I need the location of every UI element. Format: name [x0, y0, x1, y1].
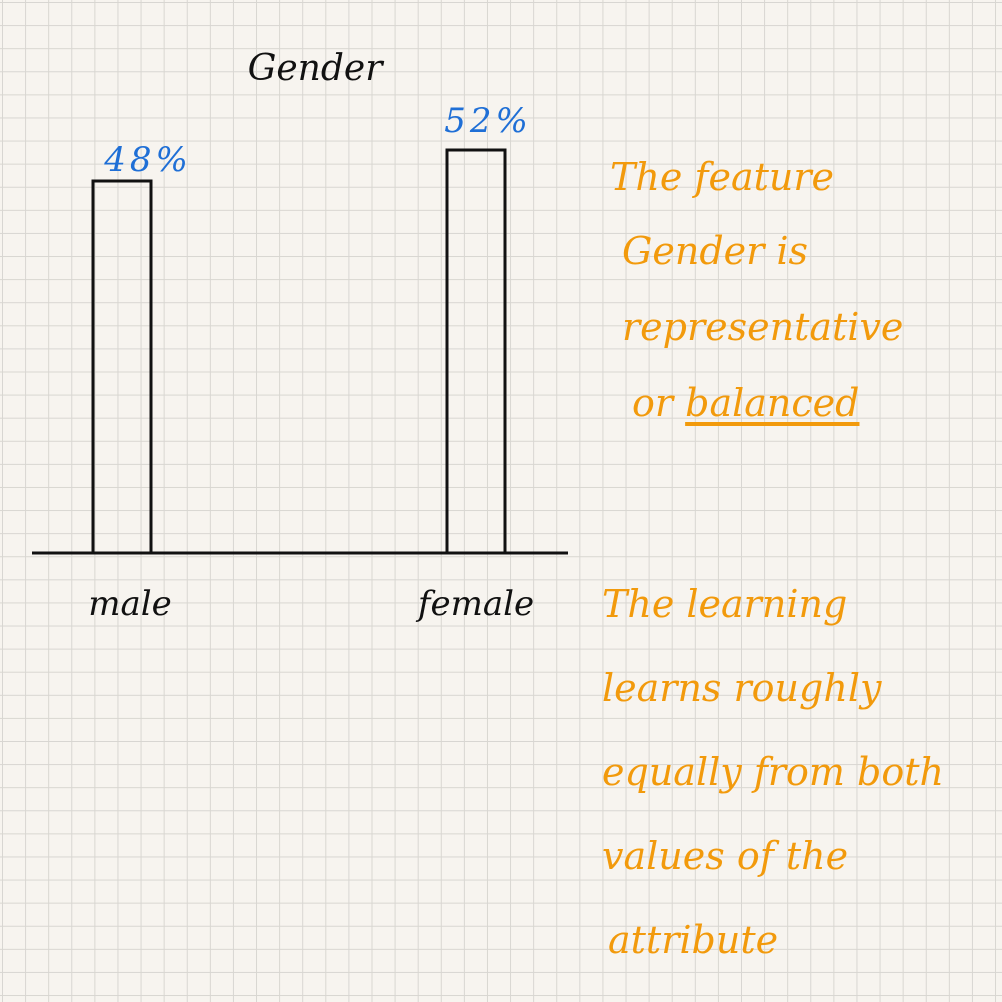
- note-learning-line-4: values of the: [602, 834, 849, 878]
- bar-male: [91, 179, 153, 555]
- bar-female: [445, 148, 507, 555]
- note-learning-line-3: equally from both: [602, 750, 944, 794]
- note-balanced-line-2: Gender is: [622, 229, 809, 273]
- bars-layer: 48% male 52% female: [88, 101, 534, 624]
- note-balanced-or: or: [632, 381, 686, 425]
- note-balanced-line-4: or balanced: [632, 384, 859, 422]
- category-label-male: male: [88, 584, 172, 624]
- value-label-male: 48%: [103, 140, 192, 180]
- note-learning: The learning learns roughly equally from…: [602, 585, 962, 985]
- chart-title: Gender: [248, 48, 385, 89]
- note-balanced: The feature Gender is representative or …: [610, 158, 910, 438]
- note-learning-line-5: attribute: [608, 918, 779, 962]
- note-balanced-keyword: balanced: [685, 381, 860, 425]
- note-learning-line-2: learns roughly: [602, 666, 882, 710]
- value-label-female: 52%: [444, 101, 532, 141]
- note-balanced-line-1: The feature: [610, 155, 834, 199]
- category-label-female: female: [415, 584, 534, 624]
- note-learning-line-1: The learning: [602, 582, 848, 626]
- note-balanced-line-3: representative: [622, 305, 904, 349]
